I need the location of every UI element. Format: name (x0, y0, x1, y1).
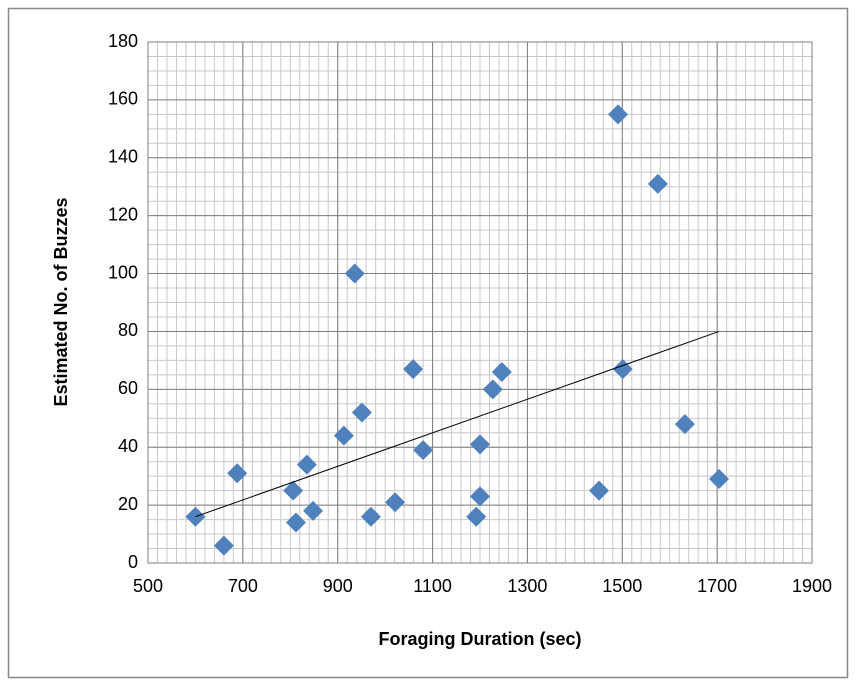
x-tick-label: 500 (133, 576, 163, 596)
x-tick-label: 1500 (602, 576, 642, 596)
point (403, 359, 424, 380)
point (647, 173, 668, 194)
x-axis-title: Foraging Duration (sec) (378, 629, 581, 649)
point (470, 486, 490, 507)
x-tick-label: 1300 (507, 576, 547, 596)
y-tick-label: 100 (108, 262, 138, 282)
marks (185, 104, 730, 556)
y-tick-label: 40 (118, 436, 138, 456)
trendline (195, 330, 720, 518)
point (285, 512, 306, 533)
x-tick-label: 1900 (792, 576, 832, 596)
y-axis-title: Estimated No. of Buzzes (51, 197, 71, 406)
point (385, 492, 406, 513)
x-tick-label: 900 (323, 576, 353, 596)
y-tick-label: 80 (118, 320, 138, 340)
point (608, 104, 629, 125)
point (303, 500, 324, 521)
point (674, 414, 695, 435)
grid: 500 700 900 1100 1300 1500 1700 1900 0 20 40 60 80 10… (108, 31, 832, 596)
y-tick-label: 20 (118, 494, 138, 514)
point (466, 506, 487, 527)
y-tick-label: 60 (118, 378, 138, 398)
y-tick-label: 120 (108, 204, 138, 224)
point (351, 402, 372, 423)
point (283, 480, 304, 501)
point (482, 379, 503, 400)
point (344, 263, 365, 284)
point (470, 434, 490, 455)
point (589, 480, 610, 501)
x-tick-label: 1100 (413, 576, 452, 596)
y-tick-label: 0 (128, 552, 138, 572)
point (360, 506, 381, 527)
point (227, 463, 248, 484)
point (491, 361, 512, 382)
y-tick-label: 160 (108, 89, 138, 109)
y-tick-label: 140 (108, 147, 138, 167)
x-tick-label: 700 (228, 576, 258, 596)
x-tick-label: 1700 (697, 576, 737, 596)
point (213, 535, 234, 556)
y-tick-label: 180 (108, 31, 138, 51)
point (296, 454, 317, 475)
point (709, 469, 730, 490)
plot-border (147, 41, 813, 564)
point (333, 425, 354, 446)
point (413, 440, 434, 461)
